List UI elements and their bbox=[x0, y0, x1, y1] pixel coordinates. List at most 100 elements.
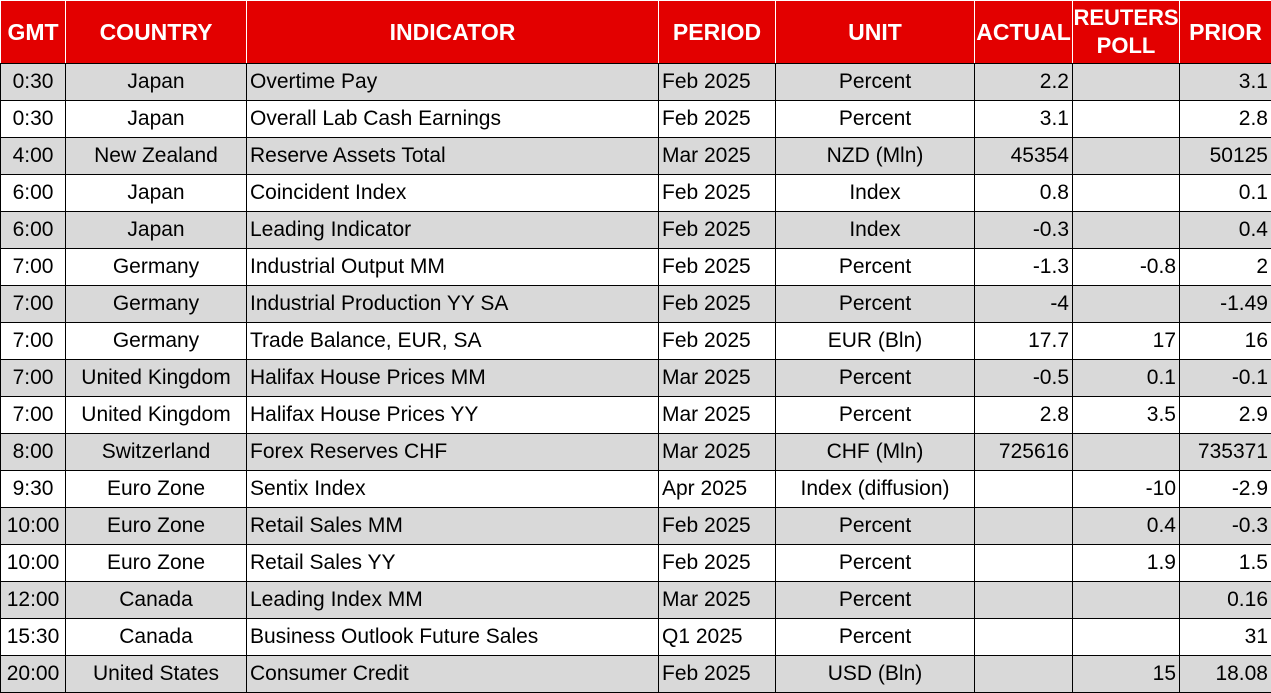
cell-gmt: 15:30 bbox=[1, 619, 66, 656]
header-country: COUNTRY bbox=[66, 1, 247, 64]
cell-gmt: 6:00 bbox=[1, 175, 66, 212]
cell-prior: -0.1 bbox=[1180, 360, 1271, 397]
cell-period: Q1 2025 bbox=[659, 619, 776, 656]
header-indicator: INDICATOR bbox=[247, 1, 659, 64]
cell-gmt: 20:00 bbox=[1, 656, 66, 693]
cell-indicator: Overall Lab Cash Earnings bbox=[247, 101, 659, 138]
cell-unit: Percent bbox=[776, 360, 975, 397]
cell-reuters-poll: -0.8 bbox=[1073, 249, 1180, 286]
cell-unit: Percent bbox=[776, 508, 975, 545]
cell-actual: 725616 bbox=[975, 434, 1073, 471]
cell-period: Mar 2025 bbox=[659, 582, 776, 619]
cell-country: Japan bbox=[66, 212, 247, 249]
cell-country: Germany bbox=[66, 323, 247, 360]
cell-reuters-poll: -10 bbox=[1073, 471, 1180, 508]
cell-country: Japan bbox=[66, 64, 247, 101]
cell-unit: NZD (Mln) bbox=[776, 138, 975, 175]
cell-prior: 735371 bbox=[1180, 434, 1271, 471]
cell-period: Apr 2025 bbox=[659, 471, 776, 508]
header-unit: UNIT bbox=[776, 1, 975, 64]
header-reuters-poll: REUTERS POLL bbox=[1073, 1, 1180, 64]
cell-unit: CHF (Mln) bbox=[776, 434, 975, 471]
cell-gmt: 0:30 bbox=[1, 64, 66, 101]
cell-country: Canada bbox=[66, 619, 247, 656]
header-poll-line1: REUTERS bbox=[1073, 5, 1178, 30]
cell-gmt: 7:00 bbox=[1, 397, 66, 434]
cell-period: Feb 2025 bbox=[659, 323, 776, 360]
header-actual: ACTUAL bbox=[975, 1, 1073, 64]
cell-indicator: Halifax House Prices YY bbox=[247, 397, 659, 434]
cell-prior: -0.3 bbox=[1180, 508, 1271, 545]
header-poll-line2: POLL bbox=[1097, 33, 1156, 58]
cell-country: United Kingdom bbox=[66, 397, 247, 434]
cell-indicator: Leading Index MM bbox=[247, 582, 659, 619]
cell-prior: 2.9 bbox=[1180, 397, 1271, 434]
cell-unit: Percent bbox=[776, 286, 975, 323]
cell-period: Mar 2025 bbox=[659, 397, 776, 434]
header-row: GMT COUNTRY INDICATOR PERIOD UNIT ACTUAL… bbox=[1, 1, 1271, 64]
cell-indicator: Sentix Index bbox=[247, 471, 659, 508]
cell-prior: 16 bbox=[1180, 323, 1271, 360]
cell-gmt: 9:30 bbox=[1, 471, 66, 508]
cell-country: Germany bbox=[66, 286, 247, 323]
cell-prior: 0.4 bbox=[1180, 212, 1271, 249]
cell-country: United States bbox=[66, 656, 247, 693]
cell-unit: Index bbox=[776, 175, 975, 212]
cell-gmt: 7:00 bbox=[1, 249, 66, 286]
cell-indicator: Consumer Credit bbox=[247, 656, 659, 693]
cell-indicator: Trade Balance, EUR, SA bbox=[247, 323, 659, 360]
cell-indicator: Retail Sales YY bbox=[247, 545, 659, 582]
cell-prior: 0.1 bbox=[1180, 175, 1271, 212]
cell-actual: 0.8 bbox=[975, 175, 1073, 212]
table-header: GMT COUNTRY INDICATOR PERIOD UNIT ACTUAL… bbox=[1, 1, 1271, 64]
cell-period: Mar 2025 bbox=[659, 434, 776, 471]
cell-period: Feb 2025 bbox=[659, 286, 776, 323]
cell-indicator: Leading Indicator bbox=[247, 212, 659, 249]
cell-prior: 2.8 bbox=[1180, 101, 1271, 138]
cell-period: Feb 2025 bbox=[659, 656, 776, 693]
cell-indicator: Coincident Index bbox=[247, 175, 659, 212]
cell-prior: 2 bbox=[1180, 249, 1271, 286]
cell-actual: 2.8 bbox=[975, 397, 1073, 434]
cell-actual: -1.3 bbox=[975, 249, 1073, 286]
cell-indicator: Halifax House Prices MM bbox=[247, 360, 659, 397]
cell-actual bbox=[975, 471, 1073, 508]
cell-actual bbox=[975, 582, 1073, 619]
cell-prior: -1.49 bbox=[1180, 286, 1271, 323]
cell-prior: 50125 bbox=[1180, 138, 1271, 175]
cell-period: Feb 2025 bbox=[659, 212, 776, 249]
cell-period: Feb 2025 bbox=[659, 64, 776, 101]
cell-actual: 17.7 bbox=[975, 323, 1073, 360]
cell-gmt: 12:00 bbox=[1, 582, 66, 619]
cell-unit: Percent bbox=[776, 101, 975, 138]
header-gmt: GMT bbox=[1, 1, 66, 64]
cell-actual: 3.1 bbox=[975, 101, 1073, 138]
cell-gmt: 7:00 bbox=[1, 323, 66, 360]
cell-reuters-poll bbox=[1073, 101, 1180, 138]
cell-country: Euro Zone bbox=[66, 471, 247, 508]
cell-country: Canada bbox=[66, 582, 247, 619]
cell-unit: Percent bbox=[776, 397, 975, 434]
cell-period: Feb 2025 bbox=[659, 508, 776, 545]
cell-unit: Percent bbox=[776, 249, 975, 286]
cell-actual: 45354 bbox=[975, 138, 1073, 175]
cell-reuters-poll bbox=[1073, 212, 1180, 249]
cell-country: New Zealand bbox=[66, 138, 247, 175]
cell-reuters-poll: 0.4 bbox=[1073, 508, 1180, 545]
cell-unit: Percent bbox=[776, 582, 975, 619]
cell-indicator: Retail Sales MM bbox=[247, 508, 659, 545]
cell-reuters-poll bbox=[1073, 138, 1180, 175]
cell-country: Euro Zone bbox=[66, 545, 247, 582]
